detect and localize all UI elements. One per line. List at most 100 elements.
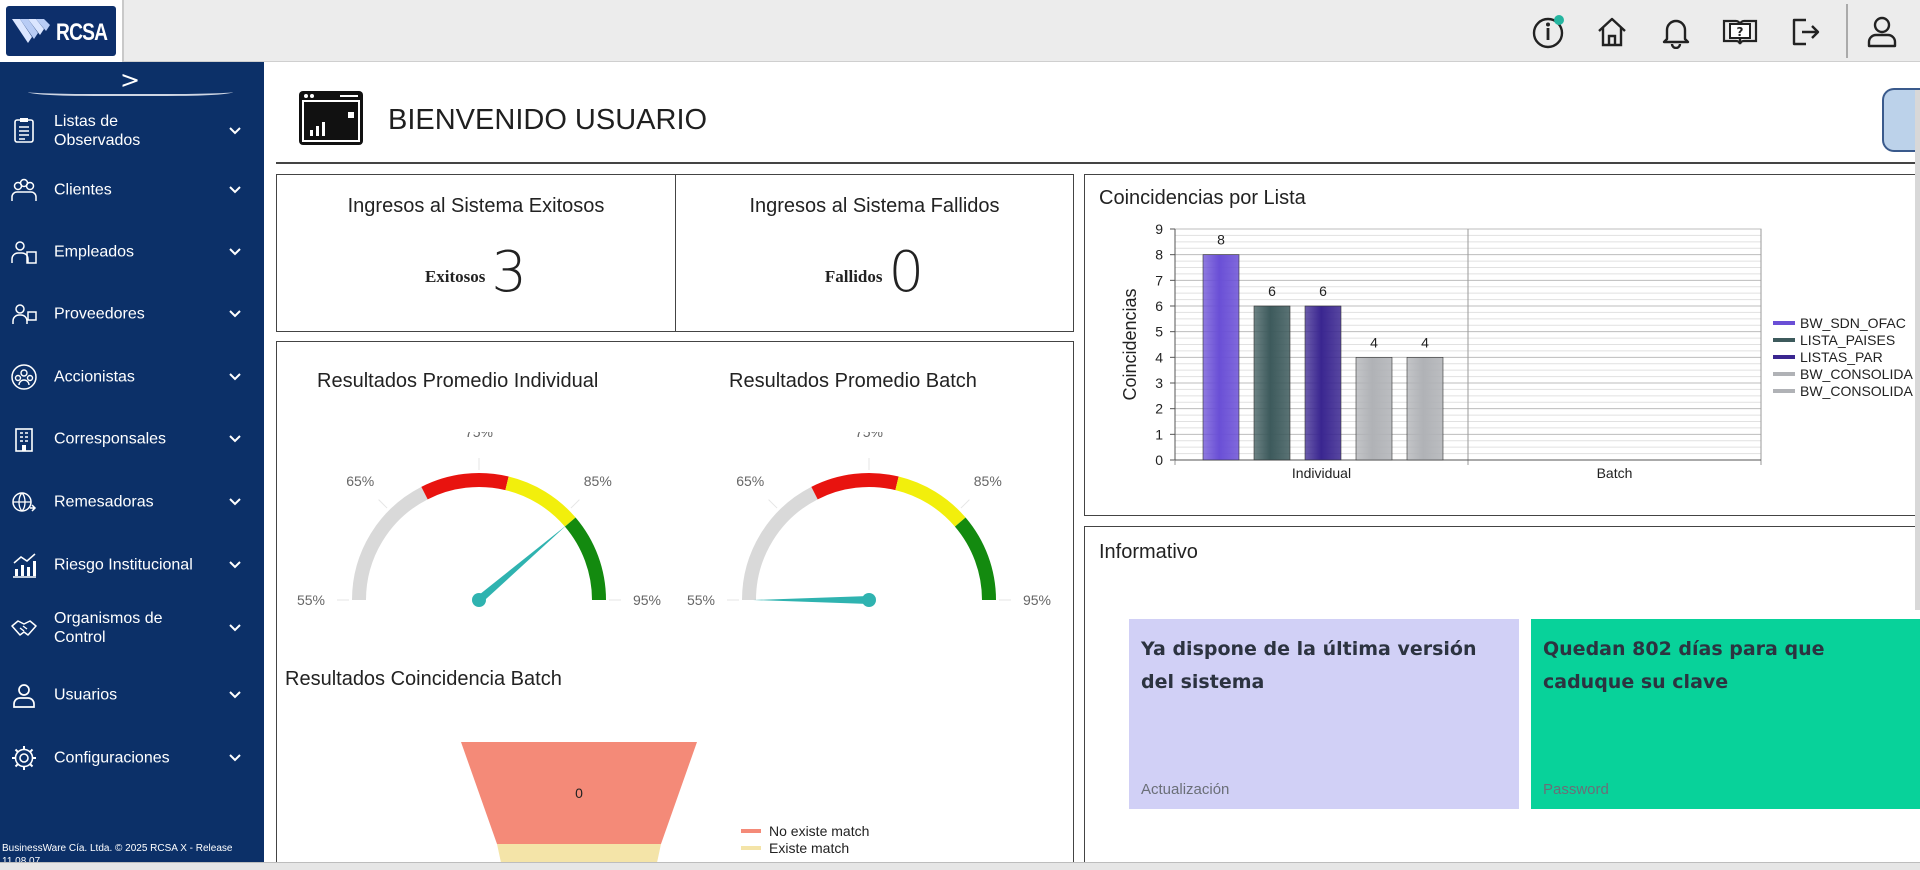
chevron-down-icon — [229, 435, 241, 443]
sidebar-item-accionistas[interactable]: Accionistas — [0, 352, 264, 402]
sidebar-item-organismos-de-control[interactable]: Organismos de Control — [0, 603, 264, 653]
gauge-band-green — [564, 517, 606, 601]
kpi-title: Ingresos al Sistema Fallidos — [749, 195, 1000, 217]
sidebar-item-riesgo-institucional[interactable]: Riesgo Institucional — [0, 540, 264, 590]
scrollbar[interactable] — [1915, 90, 1920, 610]
logout-icon[interactable] — [1784, 12, 1824, 52]
y-axis-label: Coincidencias — [1120, 288, 1140, 400]
chevron-down-icon — [229, 624, 241, 632]
kpi-card-success: Ingresos al Sistema Exitosos Exitosos 3 — [276, 174, 676, 332]
rcsa-logo: RCSA — [6, 6, 116, 56]
funnel-legend: No existe match Existe match — [741, 823, 869, 857]
sidebar-item-clientes[interactable]: Clientes — [0, 165, 264, 215]
sidebar-item-proveedores[interactable]: Proveedores — [0, 289, 264, 339]
sidebar: > Listas de Observados Clientes Empleados P… — [0, 62, 264, 870]
info-card: Informativo Ya dispone de la última vers… — [1084, 526, 1920, 870]
handshake-icon — [11, 620, 37, 636]
gauge-tick — [570, 499, 580, 509]
info-tile-message: Quedan 802 días para que caduque su clav… — [1543, 638, 1825, 693]
bar-value-label: 4 — [1421, 334, 1429, 350]
legend-label: LISTA_PAISES — [1800, 332, 1895, 348]
chart-risk-icon — [13, 553, 36, 578]
chevron-down-icon — [229, 310, 241, 318]
info-icon[interactable] — [1528, 12, 1568, 52]
kpi-title: Ingresos al Sistema Exitosos — [347, 195, 605, 217]
sidebar-item-label: Riesgo Institucional — [54, 556, 193, 574]
info-tile-update[interactable]: Ya dispone de la última versión del sist… — [1129, 619, 1519, 809]
sidebar-collapse-toggle[interactable]: > — [28, 64, 233, 98]
sidebar-item-usuarios[interactable]: Usuarios — [0, 670, 264, 720]
chevron-down-icon — [229, 561, 241, 569]
user-icon[interactable] — [1862, 12, 1902, 52]
info-tile-password[interactable]: Quedan 802 días para que caduque su clav… — [1531, 619, 1920, 809]
topbar-divider — [1846, 4, 1848, 58]
gauge-tick-label: 65% — [736, 473, 764, 489]
gauge-tick-label: 55% — [297, 592, 325, 608]
toggle-underline — [28, 92, 233, 96]
help-book-icon[interactable]: ? — [1720, 12, 1760, 52]
gauge-tick-label: 65% — [346, 473, 374, 489]
y-tick-label: 2 — [1155, 401, 1163, 417]
chevron-right-icon: > — [120, 66, 141, 94]
logo-text: RCSA — [56, 19, 108, 46]
legend-swatch — [1773, 372, 1795, 376]
sidebar-item-configuraciones[interactable]: Configuraciones — [0, 733, 264, 783]
legend-label: No existe match — [769, 823, 870, 839]
results-card: Resultados Promedio Individual Resultado… — [276, 341, 1074, 870]
logo-container[interactable]: RCSA — [0, 0, 124, 62]
sidebar-item-corresponsales[interactable]: Corresponsales — [0, 414, 264, 464]
funnel-chart: 0 — [461, 742, 697, 870]
legend-item: Existe match — [741, 839, 869, 857]
sidebar-item-label: Organismos de Control — [54, 610, 163, 646]
legend-swatch — [1773, 389, 1795, 393]
sidebar-item-label: Proveedores — [54, 305, 145, 323]
y-tick-label: 7 — [1155, 272, 1163, 288]
gauge-tick-label: 85% — [974, 473, 1002, 489]
bar-chart: 0 1 2 3 4 5 6 7 8 9 Individual Batch Coincidencias 8 6… — [1120, 221, 1913, 481]
chevron-down-icon — [229, 754, 241, 762]
bar-listas_par — [1304, 305, 1342, 461]
bell-icon[interactable] — [1656, 12, 1696, 52]
funnel-title: Resultados Coincidencia Batch — [285, 668, 562, 690]
bottom-strip — [0, 862, 1920, 870]
gear-icon — [12, 746, 36, 770]
bar-bw_consolida — [1406, 357, 1444, 461]
gauge-title-individual: Resultados Promedio Individual — [317, 370, 599, 392]
legend-swatch — [1773, 338, 1795, 342]
sidebar-item-listas-de-observados[interactable]: Listas de Observados — [0, 106, 264, 156]
sidebar-item-label: Corresponsales — [54, 430, 167, 448]
info-tile-message: Ya dispone de la última versión del sist… — [1141, 638, 1477, 693]
sidebar-item-label: Remesadoras — [54, 493, 154, 511]
legend-swatch — [741, 846, 761, 850]
gauge-pivot — [472, 593, 486, 607]
gauge-band-red — [811, 473, 899, 500]
bar-value-label: 6 — [1268, 283, 1276, 299]
chevron-down-icon — [229, 691, 241, 699]
info-tile-footer: Password — [1543, 781, 1609, 798]
gauge-individual: 55% 65% 75% 85% 95% — [297, 432, 661, 608]
side-panel-tab[interactable] — [1882, 88, 1920, 152]
funnel-segment-value: 0 — [575, 785, 583, 801]
gauge-tick-label: 95% — [1023, 592, 1051, 608]
y-tick-label: 0 — [1155, 452, 1163, 468]
legend-label: BW_SDN_OFAC — [1800, 315, 1906, 331]
chevron-down-icon — [229, 127, 241, 135]
legend-label: BW_CONSOLIDA — [1800, 383, 1913, 399]
kpi-card-failed: Ingresos al Sistema Fallidos Fallidos 0 — [675, 174, 1074, 332]
sidebar-item-remesadoras[interactable]: Remesadoras — [0, 477, 264, 527]
chevron-down-icon — [229, 186, 241, 194]
y-tick-label: 5 — [1155, 324, 1163, 340]
y-tick-label: 4 — [1155, 349, 1163, 365]
kpi-value-row: Exitosos 3 — [277, 243, 675, 303]
kpi-value-label: Exitosos — [424, 267, 486, 286]
sidebar-item-empleados[interactable]: Empleados — [0, 227, 264, 277]
x-tick-label: Batch — [1597, 465, 1633, 481]
gauge-band-gray — [352, 486, 428, 601]
bar-value-label: 4 — [1370, 334, 1378, 350]
supplier-icon — [12, 304, 37, 324]
y-tick-label: 8 — [1155, 247, 1163, 263]
y-tick-label: 1 — [1155, 426, 1163, 442]
chevron-down-icon — [229, 248, 241, 256]
home-icon[interactable] — [1592, 12, 1632, 52]
bar-lista_paises — [1253, 305, 1291, 461]
